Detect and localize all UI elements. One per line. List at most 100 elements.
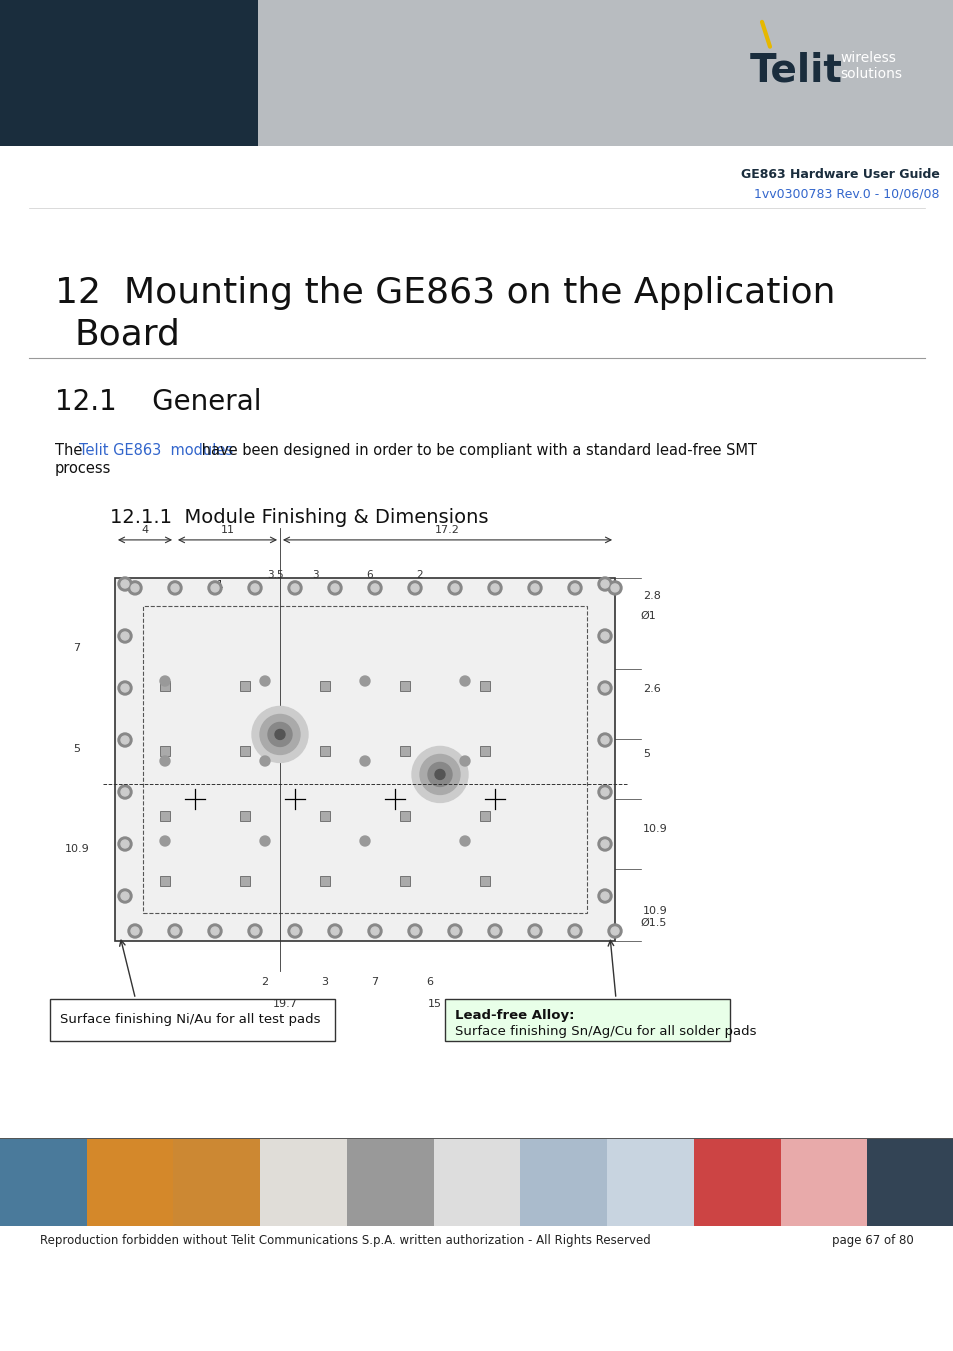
Circle shape [128, 924, 142, 938]
Circle shape [288, 581, 302, 594]
Circle shape [600, 840, 608, 848]
Circle shape [131, 584, 139, 592]
Circle shape [459, 836, 470, 846]
Text: 12  Mounting the GE863 on the Application: 12 Mounting the GE863 on the Application [55, 276, 835, 309]
Bar [160, 811, 170, 821]
Bar [347, 1138, 434, 1225]
Circle shape [121, 632, 129, 640]
Text: Ø1.5: Ø1.5 [639, 917, 666, 928]
Bar [143, 605, 586, 913]
Circle shape [598, 734, 612, 747]
Bar [479, 811, 490, 821]
Circle shape [451, 927, 458, 935]
Circle shape [488, 581, 501, 594]
Circle shape [328, 924, 341, 938]
Circle shape [531, 927, 538, 935]
Circle shape [600, 788, 608, 796]
Text: Surface finishing Sn/Ag/Cu for all solder pads: Surface finishing Sn/Ag/Cu for all solde… [455, 1025, 756, 1038]
Bar [160, 875, 170, 886]
Circle shape [160, 836, 170, 846]
Bar [444, 998, 729, 1042]
Circle shape [251, 584, 258, 592]
Circle shape [459, 757, 470, 766]
Bar [160, 746, 170, 757]
Circle shape [600, 736, 608, 744]
Circle shape [208, 924, 222, 938]
Bar [399, 875, 410, 886]
Circle shape [598, 838, 612, 851]
Circle shape [131, 927, 139, 935]
Bar [479, 746, 490, 757]
Text: 5: 5 [73, 744, 80, 754]
Circle shape [118, 838, 132, 851]
Circle shape [118, 630, 132, 643]
Text: 6: 6 [366, 570, 373, 580]
Circle shape [411, 584, 418, 592]
Circle shape [171, 584, 179, 592]
Bar [479, 681, 490, 690]
Bar [240, 875, 250, 886]
Bar [399, 811, 410, 821]
Bar [399, 681, 410, 690]
Text: Reproduction forbidden without Telit Communications S.p.A. written authorization: Reproduction forbidden without Telit Com… [40, 1233, 650, 1247]
Text: 2.8: 2.8 [642, 590, 660, 601]
Text: 6: 6 [426, 977, 433, 988]
Circle shape [491, 584, 498, 592]
Text: 1: 1 [216, 580, 223, 590]
Bar [319, 746, 330, 757]
Bar [434, 1138, 519, 1225]
Circle shape [610, 927, 618, 935]
Circle shape [571, 927, 578, 935]
Bar [319, 681, 330, 690]
Text: The: The [55, 443, 87, 458]
Circle shape [211, 927, 219, 935]
Circle shape [211, 584, 219, 592]
Circle shape [408, 581, 421, 594]
Circle shape [459, 676, 470, 686]
Circle shape [531, 584, 538, 592]
Circle shape [252, 707, 308, 762]
Circle shape [118, 681, 132, 694]
Text: GE863 Hardware User Guide: GE863 Hardware User Guide [740, 168, 939, 181]
Circle shape [567, 924, 581, 938]
Text: wireless
solutions: wireless solutions [840, 50, 901, 81]
Bar [257, 0, 953, 146]
Circle shape [412, 747, 468, 802]
Circle shape [121, 736, 129, 744]
Circle shape [598, 577, 612, 590]
Circle shape [368, 924, 381, 938]
Text: Telit: Telit [749, 51, 842, 89]
Text: 3.5: 3.5 [267, 570, 283, 580]
Circle shape [331, 927, 338, 935]
Circle shape [118, 577, 132, 590]
Text: Board: Board [75, 317, 181, 351]
Bar [479, 875, 490, 886]
Circle shape [411, 927, 418, 935]
Text: Telit GE863  modules: Telit GE863 modules [79, 443, 233, 458]
Text: process: process [55, 461, 112, 476]
Circle shape [408, 924, 421, 938]
Circle shape [260, 836, 270, 846]
Circle shape [328, 581, 341, 594]
Text: 2.6: 2.6 [642, 685, 660, 694]
Circle shape [260, 676, 270, 686]
Text: 4: 4 [141, 526, 149, 535]
Text: 17.2: 17.2 [435, 526, 459, 535]
Bar [319, 811, 330, 821]
Text: 2: 2 [416, 570, 423, 580]
Circle shape [118, 734, 132, 747]
Circle shape [600, 632, 608, 640]
Circle shape [368, 581, 381, 594]
Bar [319, 875, 330, 886]
Text: 1vv0300783 Rev.0 - 10/06/08: 1vv0300783 Rev.0 - 10/06/08 [754, 188, 939, 201]
Circle shape [419, 754, 459, 794]
Bar [260, 1138, 347, 1225]
Bar [693, 1138, 780, 1225]
Bar [606, 1138, 693, 1225]
Circle shape [571, 584, 578, 592]
Text: 5: 5 [642, 750, 649, 759]
Circle shape [121, 840, 129, 848]
Bar [87, 1138, 173, 1225]
Text: 12.1.1  Module Finishing & Dimensions: 12.1.1 Module Finishing & Dimensions [110, 508, 488, 527]
Bar [240, 681, 250, 690]
